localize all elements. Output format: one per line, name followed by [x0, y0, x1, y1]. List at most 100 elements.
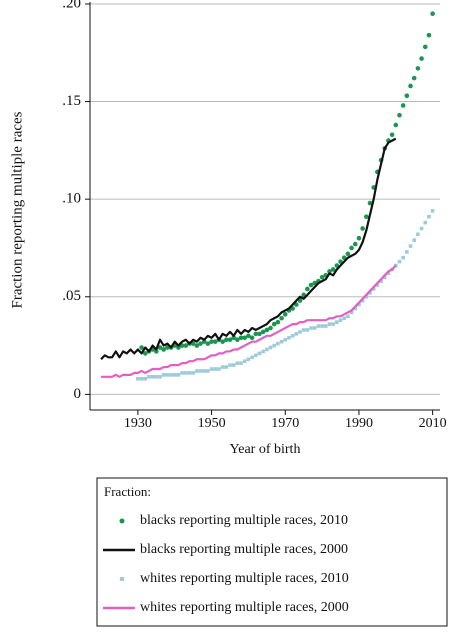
data-point — [386, 271, 391, 276]
data-point — [154, 375, 159, 379]
data-point — [220, 365, 225, 369]
data-point — [264, 327, 270, 333]
data-point — [224, 365, 229, 369]
data-point — [411, 75, 417, 81]
data-point — [246, 357, 251, 362]
legend-label: whites reporting multiple races, 2000 — [140, 600, 349, 615]
y-tick-label: .05 — [62, 288, 81, 304]
data-point — [416, 232, 420, 237]
data-point — [287, 335, 291, 340]
data-point — [364, 214, 369, 220]
data-point — [205, 341, 211, 346]
data-point — [202, 369, 207, 373]
data-point — [271, 321, 277, 327]
data-point — [290, 334, 295, 338]
data-point — [371, 287, 376, 291]
data-point — [239, 361, 243, 365]
data-point — [397, 112, 402, 118]
data-point — [419, 56, 424, 61]
data-point — [235, 337, 240, 343]
data-point — [191, 371, 195, 375]
data-point — [430, 11, 435, 17]
data-point — [423, 220, 428, 225]
data-point — [382, 275, 387, 280]
legend-label: whites reporting multiple races, 2010 — [140, 571, 349, 586]
data-point — [308, 282, 314, 288]
data-point — [242, 335, 248, 341]
data-point — [261, 349, 265, 354]
data-point — [180, 371, 184, 375]
data-point — [195, 369, 199, 373]
legend-marker — [120, 577, 124, 581]
data-point — [368, 291, 372, 295]
data-line — [101, 264, 397, 378]
data-point — [172, 373, 177, 377]
data-point — [198, 369, 203, 373]
data-point — [397, 259, 402, 264]
data-point — [352, 241, 358, 247]
data-point — [231, 335, 236, 341]
data-point — [415, 66, 421, 71]
data-point — [327, 269, 332, 274]
data-point — [360, 226, 365, 231]
data-point — [150, 375, 155, 379]
data-point — [238, 335, 244, 341]
data-point — [316, 324, 321, 328]
data-point — [375, 283, 380, 287]
data-point — [419, 226, 424, 231]
data-point — [294, 332, 299, 336]
data-point — [158, 375, 162, 379]
data-point — [357, 302, 361, 307]
data-point — [224, 337, 229, 343]
data-point — [335, 320, 339, 324]
data-point — [250, 355, 254, 360]
x-tick-label: 1930 — [124, 416, 152, 431]
data-point — [404, 93, 410, 99]
legend-marker — [119, 518, 125, 524]
data-point — [356, 235, 362, 241]
data-point — [327, 322, 332, 326]
data-point — [268, 345, 273, 350]
data-point — [228, 363, 232, 367]
data-point — [412, 238, 417, 242]
data-point — [176, 373, 181, 377]
data-point — [301, 328, 306, 332]
data-point — [422, 44, 428, 50]
data-point — [253, 353, 258, 358]
data-point — [408, 83, 413, 89]
data-point — [430, 209, 435, 213]
data-point — [183, 343, 189, 348]
data-point — [147, 375, 151, 379]
x-tick-label: 1970 — [271, 416, 299, 431]
legend-label: blacks reporting multiple races, 2010 — [140, 513, 348, 528]
data-point — [283, 337, 288, 342]
x-axis-title: Year of birth — [230, 442, 301, 457]
data-point — [206, 369, 210, 373]
y-tick-label: 0 — [74, 386, 82, 402]
data-point — [231, 363, 236, 367]
data-point — [309, 326, 313, 330]
data-point — [136, 376, 140, 381]
data-point — [246, 333, 251, 339]
data-point — [217, 367, 221, 371]
data-point — [242, 359, 247, 363]
data-point — [220, 339, 225, 344]
data-point — [408, 244, 413, 248]
data-point — [426, 32, 432, 38]
x-tick-label: 2010 — [419, 416, 447, 431]
data-point — [360, 298, 365, 303]
data-point — [345, 251, 351, 257]
data-point — [227, 337, 233, 343]
data-point — [393, 122, 399, 128]
data-point — [249, 335, 255, 341]
data-line — [100, 137, 397, 360]
data-point — [187, 371, 192, 375]
legend-box — [96, 477, 448, 627]
data-point — [305, 286, 310, 292]
data-point — [235, 361, 240, 365]
data-point — [275, 319, 281, 325]
data-point — [268, 325, 273, 331]
data-point — [320, 324, 324, 328]
